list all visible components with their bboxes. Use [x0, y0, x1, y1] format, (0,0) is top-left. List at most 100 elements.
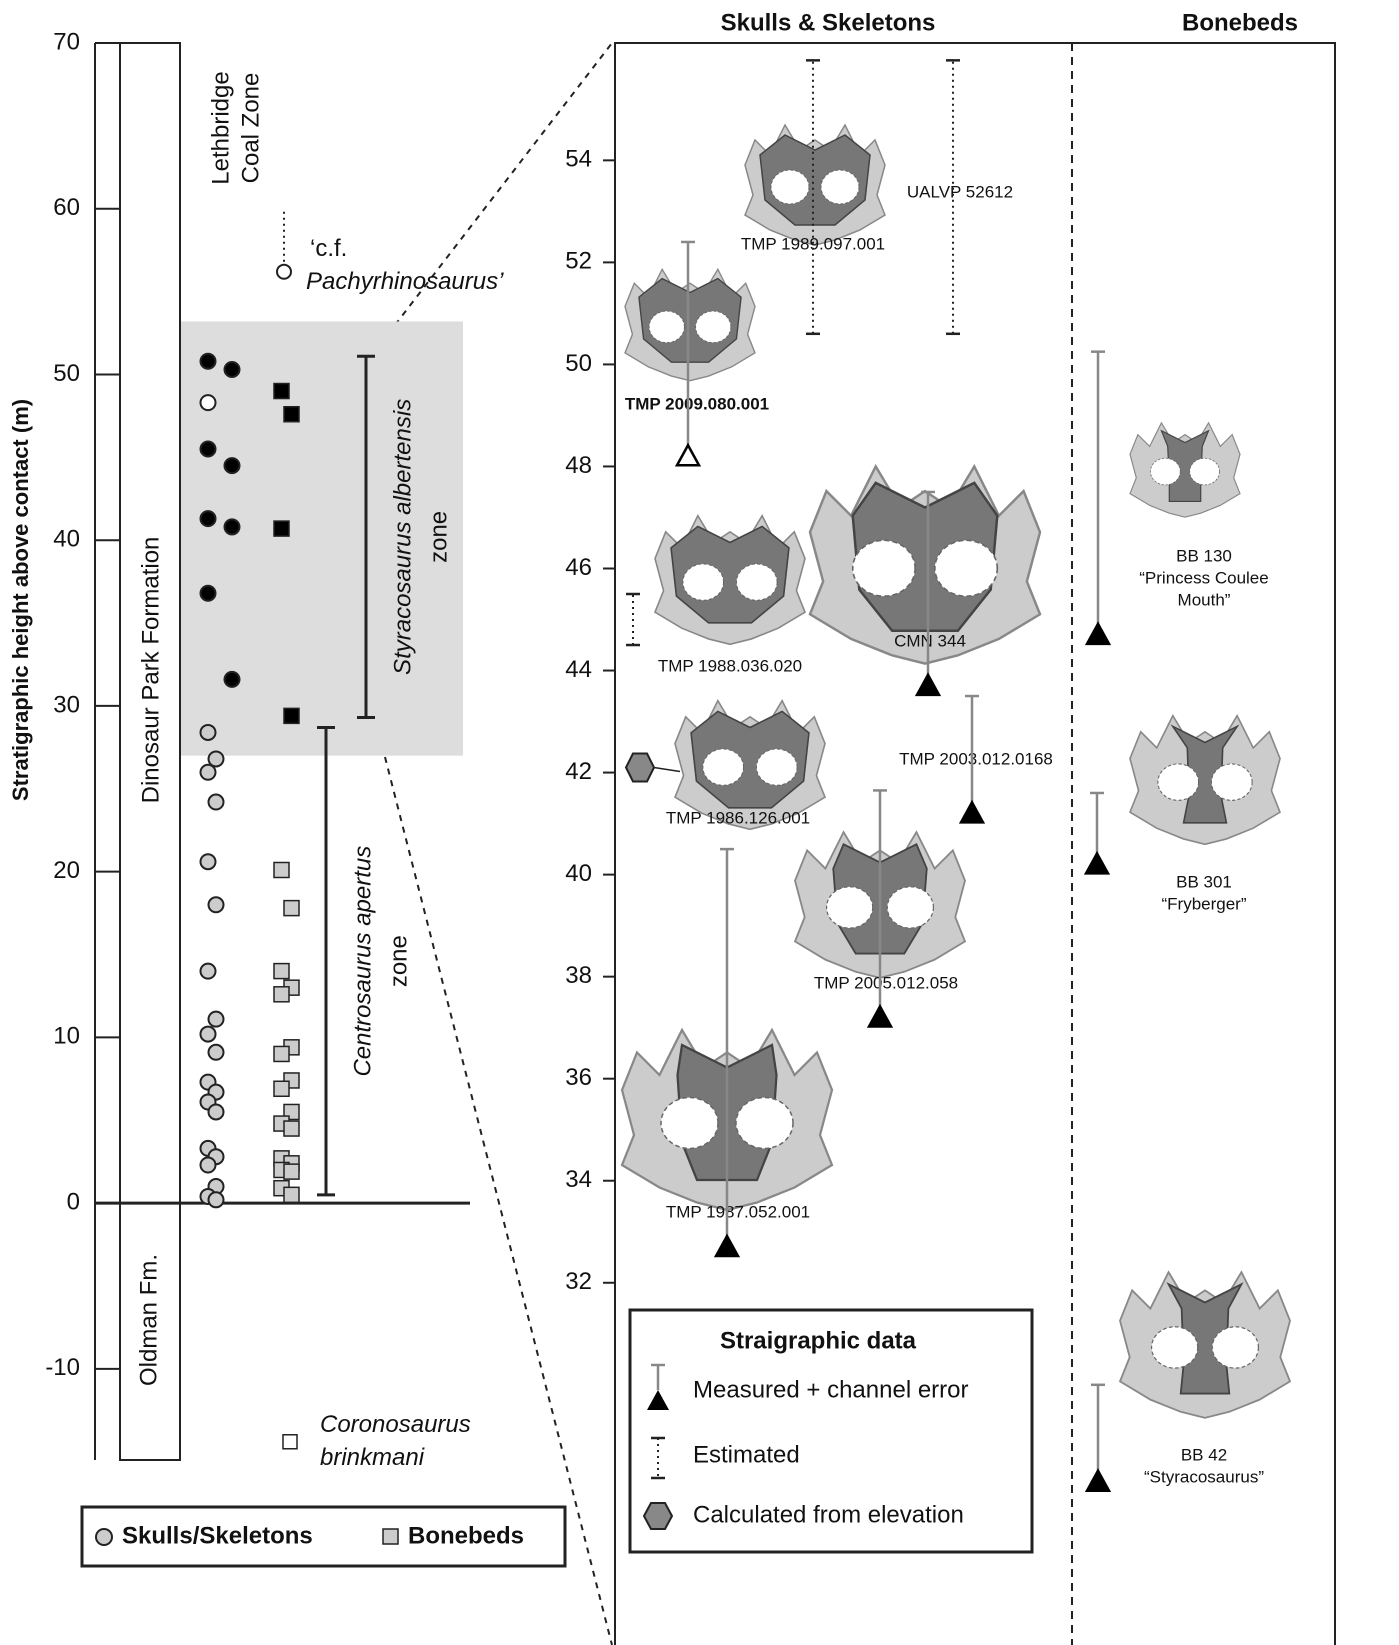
y-tick-label: 38 — [565, 962, 592, 989]
y-tick-label: 32 — [565, 1268, 592, 1295]
legend-label: Estimated — [693, 1441, 800, 1468]
fenestra — [887, 887, 933, 928]
skull-point — [201, 1027, 216, 1042]
bonebed-point — [274, 521, 289, 536]
bonebed-point — [284, 1121, 299, 1136]
zone-label: zone — [425, 511, 452, 563]
specimen-label: Mouth” — [1178, 590, 1231, 609]
legend-title: Straigraphic data — [720, 1327, 917, 1354]
zone-label: Centrosaurus apertus — [349, 846, 376, 1077]
skull-point — [225, 362, 240, 377]
legend-marker — [644, 1503, 672, 1529]
fenestra — [821, 170, 859, 204]
taxon-label: Coronosaurus — [320, 1411, 471, 1438]
header: Skulls & Skeletons — [721, 9, 936, 36]
bonebed-point — [274, 384, 289, 399]
skull-drawing — [655, 516, 805, 645]
header: Bonebeds — [1182, 9, 1298, 36]
skull-point — [225, 458, 240, 473]
bonebed-point — [274, 987, 289, 1002]
specimen-label: TMP 1986.126.001 — [666, 808, 810, 827]
y-tick-label: 0 — [67, 1188, 80, 1215]
triangle-marker — [1087, 1471, 1109, 1491]
y-tick-label: 42 — [565, 758, 592, 785]
fenestra — [696, 311, 731, 343]
y-tick-label: 40 — [565, 860, 592, 887]
specimen-label: UALVP 52612 — [907, 182, 1013, 201]
bonebed-point — [274, 862, 289, 877]
y-tick-label: 60 — [53, 194, 80, 221]
hexagon-marker — [626, 753, 654, 781]
connector — [654, 767, 680, 771]
fenestra — [736, 1098, 793, 1149]
y-tick-label: -10 — [45, 1354, 80, 1381]
skull-point — [209, 1045, 224, 1060]
skull-point — [209, 1104, 224, 1119]
legend-marker — [383, 1529, 398, 1544]
fenestra — [661, 1098, 718, 1149]
y-axis-label: Stratigraphic height above contact (m) — [8, 399, 33, 801]
figure: Skulls & Skeletons Bonebeds Stratigraphi… — [0, 0, 1399, 1645]
legend-label: Calculated from elevation — [693, 1501, 964, 1528]
bonebed-point — [274, 1046, 289, 1061]
skull-point — [209, 795, 224, 810]
specimen-label: BB 42 — [1181, 1445, 1227, 1464]
skull-point — [201, 725, 216, 740]
legend-label: Bonebeds — [408, 1522, 524, 1549]
fenestra — [683, 564, 724, 600]
skull-point — [201, 586, 216, 601]
skull-point — [201, 1157, 216, 1172]
skull-point — [201, 354, 216, 369]
y-tick-label: 70 — [53, 28, 80, 55]
skull-point — [201, 511, 216, 526]
fenestra — [756, 749, 797, 785]
specimen-label: TMP 2009.080.001 — [625, 394, 769, 413]
specimen-label: TMP 1988.036.020 — [658, 656, 802, 675]
fenestra — [649, 311, 684, 343]
y-tick-label: 36 — [565, 1064, 592, 1091]
y-tick-label: 30 — [53, 691, 80, 718]
skull-drawing — [1130, 423, 1240, 517]
bonebed-point — [284, 708, 299, 723]
specimen-label: “Styracosaurus” — [1144, 1467, 1264, 1486]
skull-drawing — [1120, 1272, 1290, 1418]
fenestra — [1158, 764, 1199, 800]
specimen-label: CMN 344 — [894, 631, 966, 650]
fenestra — [853, 540, 915, 596]
skull-point — [201, 765, 216, 780]
bonebed-point — [284, 1187, 299, 1202]
bonebed-point — [284, 901, 299, 916]
skull-point — [225, 672, 240, 687]
skull-drawing — [745, 125, 885, 245]
bonebed-point — [284, 407, 299, 422]
y-tick-label: 20 — [53, 857, 80, 884]
skull-point — [209, 1012, 224, 1027]
zone-label: zone — [385, 935, 412, 987]
specimen-label: TMP 2003.012.0168 — [899, 749, 1053, 768]
fenestra — [935, 540, 997, 596]
fenestra — [1150, 458, 1180, 485]
specimen-label: BB 301 — [1176, 872, 1232, 891]
fenestra — [1212, 1327, 1258, 1368]
triangle-marker — [677, 445, 699, 465]
skull-drawing — [1130, 716, 1280, 845]
fenestra — [703, 749, 744, 785]
triangle-marker — [917, 675, 939, 695]
skull-drawing — [625, 269, 755, 380]
bonebed-point — [284, 1164, 299, 1179]
triangle-marker — [869, 1006, 891, 1026]
formation-label: Lethbridge — [207, 71, 234, 184]
y-tick-label: 44 — [565, 656, 592, 683]
formation-label: Oldman Fm. — [135, 1254, 162, 1386]
skull-point — [201, 442, 216, 457]
y-tick-label: 40 — [53, 526, 80, 553]
specimen-label: “Princess Coulee — [1139, 568, 1268, 587]
y-tick-label: 50 — [565, 350, 592, 377]
specimen-label: BB 130 — [1176, 546, 1232, 565]
zone-label: Styracosaurus albertensis — [389, 399, 416, 675]
bonebed-point — [274, 964, 289, 979]
skull-point — [201, 964, 216, 979]
taxon-label: ‘c.f. — [310, 235, 347, 262]
formation-label: Coal Zone — [237, 73, 264, 184]
fenestra — [827, 887, 873, 928]
